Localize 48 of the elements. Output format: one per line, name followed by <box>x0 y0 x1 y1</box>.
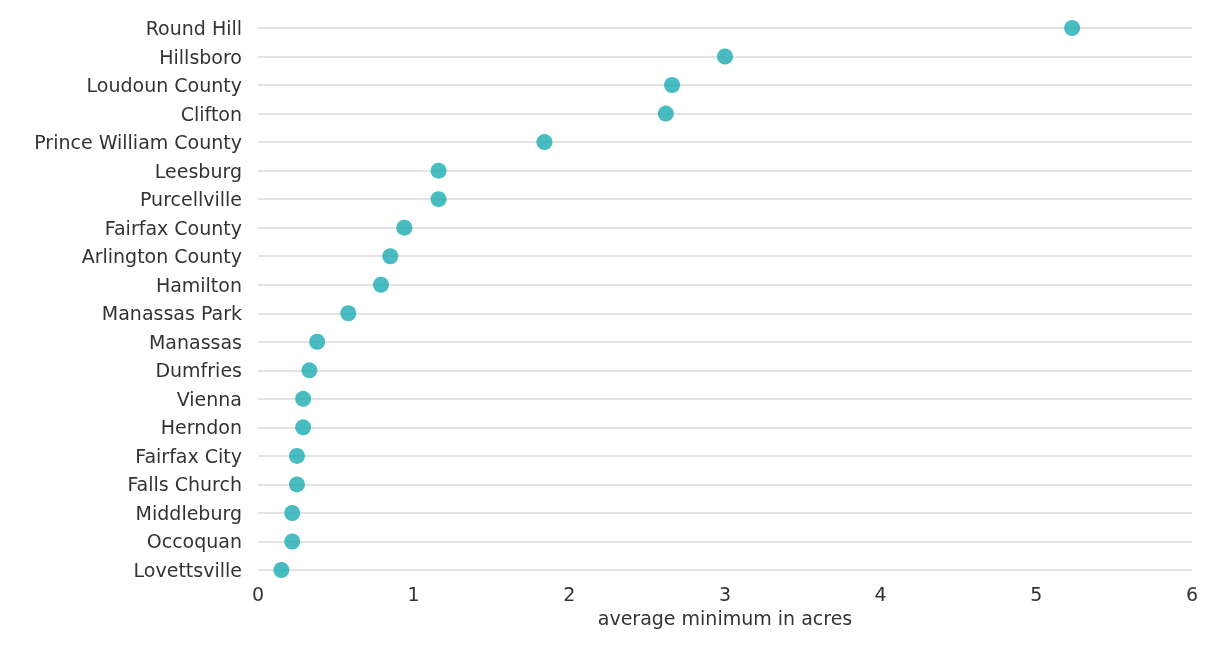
point <box>430 162 447 179</box>
y-tick-label: Herndon <box>160 416 242 439</box>
point <box>284 504 301 521</box>
point <box>396 219 413 236</box>
x-tick-label: 4 <box>874 582 887 605</box>
y-tick-label: Leesburg <box>154 159 242 182</box>
y-tick-label: Round Hill <box>145 17 242 39</box>
y-tick-label: Vienna <box>176 387 242 410</box>
point <box>717 48 733 65</box>
y-tick-label: Prince William County <box>34 131 242 154</box>
x-tick-label: 3 <box>718 582 732 605</box>
y-tick-label: Hamilton <box>155 273 242 296</box>
x-tick-label: 1 <box>407 582 420 605</box>
point <box>664 77 681 94</box>
point <box>273 562 290 578</box>
y-tick-label: Fairfax County <box>104 216 242 239</box>
y-tick-label: Manassas <box>148 330 242 353</box>
y-tick-label: Manassas Park <box>101 302 242 325</box>
y-tick-label: Middleburg <box>135 501 242 524</box>
x-tick-label: 2 <box>563 582 576 605</box>
y-tick-label: Dumfries <box>155 359 242 382</box>
point <box>288 476 305 493</box>
y-tick-label: Falls Church <box>127 473 242 496</box>
y-tick-label: Lovettsville <box>133 559 242 581</box>
point <box>1064 20 1081 36</box>
y-tick-label: Occoquan <box>146 530 242 553</box>
point <box>301 362 318 379</box>
point <box>288 447 305 464</box>
point <box>340 305 357 322</box>
y-tick-label: Clifton <box>180 102 242 125</box>
point <box>295 390 312 407</box>
x-axis-title: average minimum in acres <box>597 606 853 629</box>
point <box>295 419 312 436</box>
point <box>284 533 301 550</box>
x-tick-label: 5 <box>1030 582 1043 605</box>
x-tick-label: 6 <box>1185 582 1199 605</box>
y-tick-label: Arlington County <box>81 245 242 268</box>
y-tick-label: Loudoun County <box>86 74 242 97</box>
y-tick-label: Purcellville <box>139 188 242 211</box>
y-tick-label: Hillsboro <box>159 45 242 68</box>
point <box>536 134 553 151</box>
point <box>657 105 674 122</box>
point <box>382 248 399 265</box>
point <box>372 276 389 293</box>
point <box>309 333 326 350</box>
point <box>430 191 447 208</box>
x-tick-label: 0 <box>251 582 265 605</box>
y-tick-label: Fairfax City <box>135 444 242 467</box>
